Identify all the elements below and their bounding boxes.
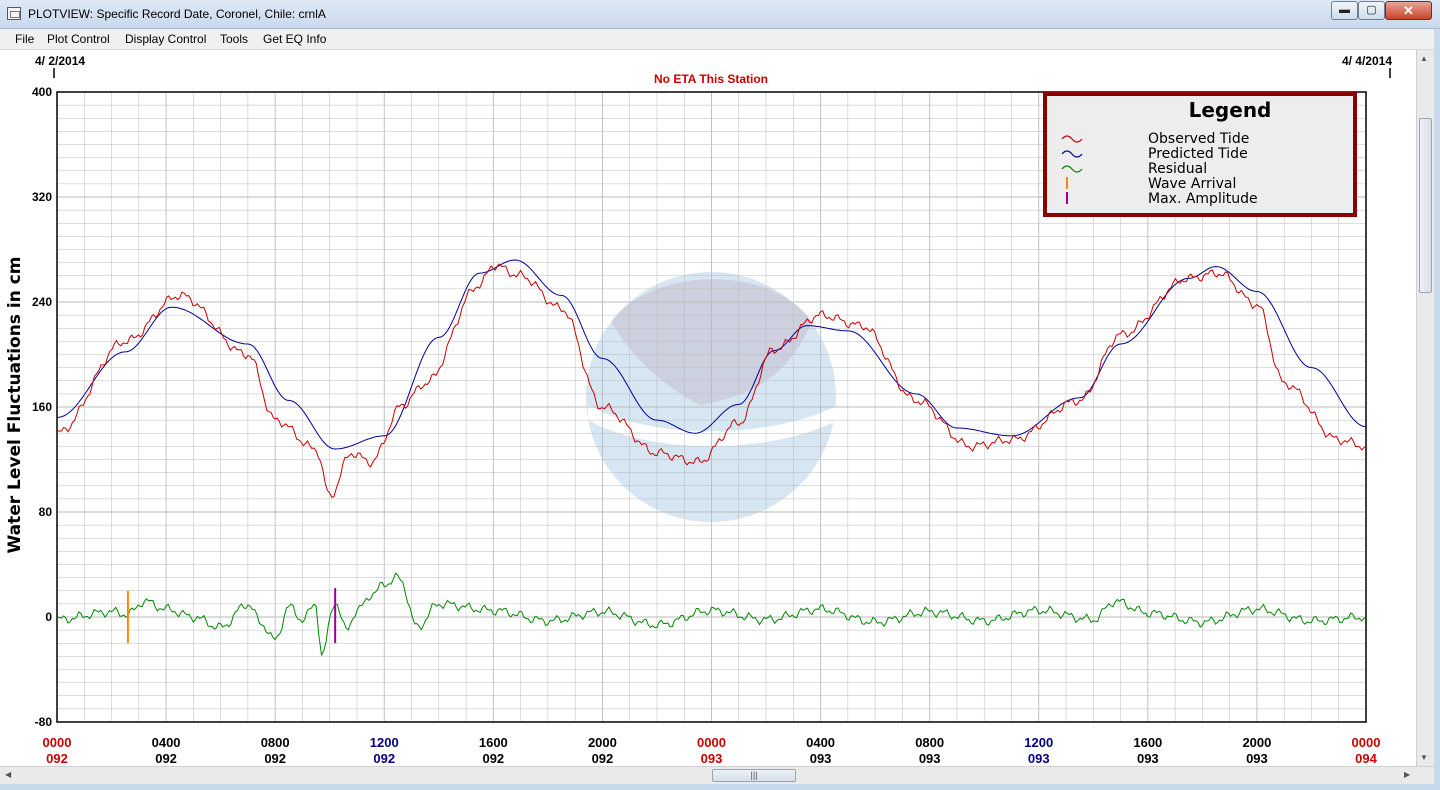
menu-plot-control[interactable]: Plot Control (47, 32, 110, 46)
x-tick-time-label: 0000 (697, 735, 726, 750)
x-tick-day-label: 093 (1028, 751, 1050, 766)
window-title: PLOTVIEW: Specific Record Date, Coronel,… (28, 7, 326, 21)
x-tick-time-label: 1600 (1133, 735, 1162, 750)
x-tick-time-label: 1200 (1024, 735, 1053, 750)
close-icon: ✕ (1403, 3, 1414, 18)
menu-bar: File Plot Control Display Control Tools … (0, 29, 1440, 50)
close-button[interactable]: ✕ (1385, 1, 1432, 20)
scroll-up-icon[interactable]: ▲ (1420, 54, 1428, 63)
plot-area: 400 320 240 160 80 0 -80 0000 092 0400 092 0800 092… (0, 50, 1416, 766)
y-tick-label: 240 (32, 295, 52, 309)
legend-label-residual: Residual (1148, 161, 1207, 177)
x-tick-time-label: 2000 (1242, 735, 1271, 750)
y-tick-label: 0 (45, 610, 52, 624)
x-tick-time-label: 0400 (806, 735, 835, 750)
x-tick-day-label: 092 (373, 751, 395, 766)
x-tick-time-label: 1600 (479, 735, 508, 750)
x-tick-time-label: 0000 (1352, 735, 1381, 750)
y-tick-label: 160 (32, 400, 52, 414)
y-tick-label: 400 (32, 85, 52, 99)
start-date-label: 4/ 2/2014 (35, 54, 85, 68)
legend-label-predicted: Predicted Tide (1148, 146, 1248, 162)
plot-border (56, 91, 1367, 723)
x-tick-day-label: 092 (482, 751, 504, 766)
observed-tide-line (56, 263, 1367, 499)
x-tick-time-label: 1200 (370, 735, 399, 750)
x-tick-day-label: 093 (919, 751, 941, 766)
series-layer (56, 259, 1367, 657)
minimize-icon: ▬ (1339, 4, 1350, 16)
y-tick-label: 80 (39, 505, 53, 519)
horizontal-scroll-thumb[interactable]: ||| (712, 769, 796, 782)
predicted-tide-line (56, 259, 1367, 450)
menu-display-control[interactable]: Display Control (125, 32, 207, 46)
legend-title: Legend (1189, 98, 1272, 122)
vertical-scroll-thumb[interactable] (1419, 118, 1432, 293)
end-date-label: 4/ 4/2014 (1342, 54, 1392, 68)
x-tick-time-label: 0800 (261, 735, 290, 750)
legend-label-observed: Observed Tide (1148, 131, 1249, 147)
x-tick-day-label: 093 (701, 751, 723, 766)
x-tick-day-label: 092 (592, 751, 614, 766)
noaa-watermark-logo (586, 272, 838, 522)
legend-swatch-residual (1061, 165, 1083, 173)
x-tick-day-label: 092 (46, 751, 68, 766)
x-tick-time-label: 2000 (588, 735, 617, 750)
legend: Legend Observed Tide Predicted Tide Resi… (1043, 92, 1357, 217)
x-tick-day-label: 094 (1355, 751, 1377, 766)
scroll-right-icon[interactable]: ▶ (1404, 770, 1411, 779)
residual-line (56, 572, 1367, 657)
legend-label-wave-arrival: Wave Arrival (1148, 176, 1236, 192)
y-tick-label: -80 (35, 715, 53, 729)
y-axis-label: Water Level Fluctuations in cm (5, 256, 25, 553)
minimize-button[interactable]: ▬ (1331, 1, 1358, 20)
legend-swatch-predicted (1061, 150, 1083, 158)
title-bar[interactable]: PLOTVIEW: Specific Record Date, Coronel,… (0, 0, 1440, 29)
y-tick-label: 320 (32, 190, 52, 204)
menu-file[interactable]: File (15, 32, 35, 46)
maximize-icon: ▢ (1366, 4, 1377, 16)
scroll-left-icon[interactable]: ◀ (5, 770, 12, 779)
scroll-down-icon[interactable]: ▼ (1420, 753, 1428, 762)
menu-get-eq-info[interactable]: Get EQ Info (263, 32, 327, 46)
marker-layer (126, 588, 337, 644)
app-icon[interactable] (7, 7, 21, 20)
x-tick-day-label: 092 (264, 751, 286, 766)
legend-box (1043, 92, 1357, 217)
x-tick-day-label: 093 (1137, 751, 1159, 766)
x-tick-time-label: 0000 (43, 735, 72, 750)
x-tick-day-label: 092 (155, 751, 177, 766)
window-frame-right (1434, 29, 1440, 790)
x-tick-day-label: 093 (810, 751, 832, 766)
eta-status-label: No ETA This Station (654, 72, 768, 86)
horizontal-scrollbar[interactable]: ◀ ||| ▶ (0, 766, 1434, 784)
y-tick-labels: 400 320 240 160 80 0 -80 (32, 85, 52, 729)
window-frame-bottom (0, 784, 1440, 790)
menu-tools[interactable]: Tools (220, 32, 249, 46)
legend-label-max-amplitude: Max. Amplitude (1148, 191, 1258, 207)
vertical-scrollbar[interactable]: ▲ ▼ (1416, 50, 1434, 766)
x-tick-time-label: 0400 (152, 735, 181, 750)
legend-swatch-observed (1061, 135, 1083, 143)
maximize-button[interactable]: ▢ (1358, 1, 1385, 20)
x-tick-time-label: 0800 (915, 735, 944, 750)
x-tick-day-label: 093 (1246, 751, 1268, 766)
x-tick-labels: 0000092040009208000921200092160009220000… (43, 735, 1381, 766)
